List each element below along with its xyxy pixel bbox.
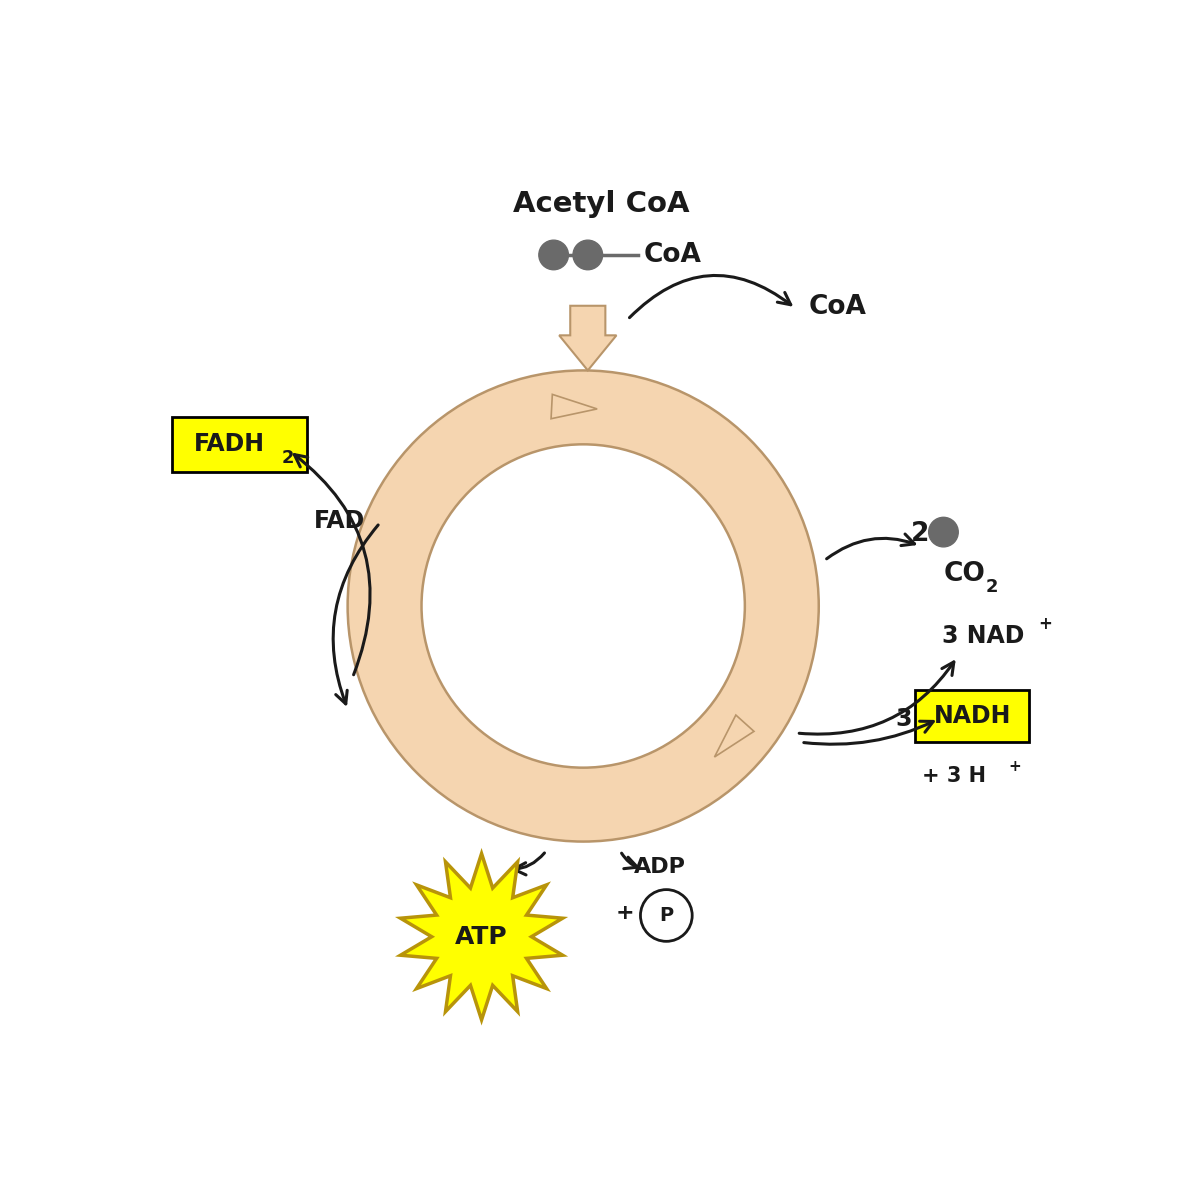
Text: 2: 2 bbox=[281, 449, 293, 467]
Circle shape bbox=[422, 444, 745, 768]
Polygon shape bbox=[559, 306, 616, 371]
Circle shape bbox=[640, 889, 693, 941]
Polygon shape bbox=[714, 715, 755, 757]
Circle shape bbox=[539, 240, 569, 270]
FancyBboxPatch shape bbox=[914, 690, 1030, 742]
Text: CoA: CoA bbox=[808, 294, 867, 319]
Circle shape bbox=[929, 517, 958, 547]
Text: P: P bbox=[659, 906, 673, 925]
Text: NADH: NADH bbox=[933, 704, 1011, 728]
Text: FADH: FADH bbox=[193, 432, 265, 456]
Text: ATP: ATP bbox=[455, 925, 508, 949]
Text: +: + bbox=[615, 902, 634, 923]
Circle shape bbox=[348, 371, 819, 841]
Polygon shape bbox=[551, 395, 597, 419]
Text: Acetyl CoA: Acetyl CoA bbox=[514, 190, 690, 218]
Polygon shape bbox=[401, 853, 563, 1020]
Circle shape bbox=[573, 240, 603, 270]
Text: +: + bbox=[1038, 616, 1053, 634]
Text: CoA: CoA bbox=[644, 242, 701, 268]
Circle shape bbox=[422, 444, 745, 768]
Text: + 3 H: + 3 H bbox=[923, 766, 986, 786]
Text: FAD: FAD bbox=[313, 509, 365, 533]
Text: 3 NAD: 3 NAD bbox=[942, 624, 1024, 648]
Text: 3: 3 bbox=[895, 707, 912, 731]
Text: 2: 2 bbox=[911, 521, 930, 547]
Text: ADP: ADP bbox=[634, 857, 685, 876]
FancyBboxPatch shape bbox=[172, 416, 308, 472]
Text: +: + bbox=[1008, 760, 1020, 774]
Text: 2: 2 bbox=[986, 577, 999, 595]
Text: CO: CO bbox=[944, 560, 986, 587]
